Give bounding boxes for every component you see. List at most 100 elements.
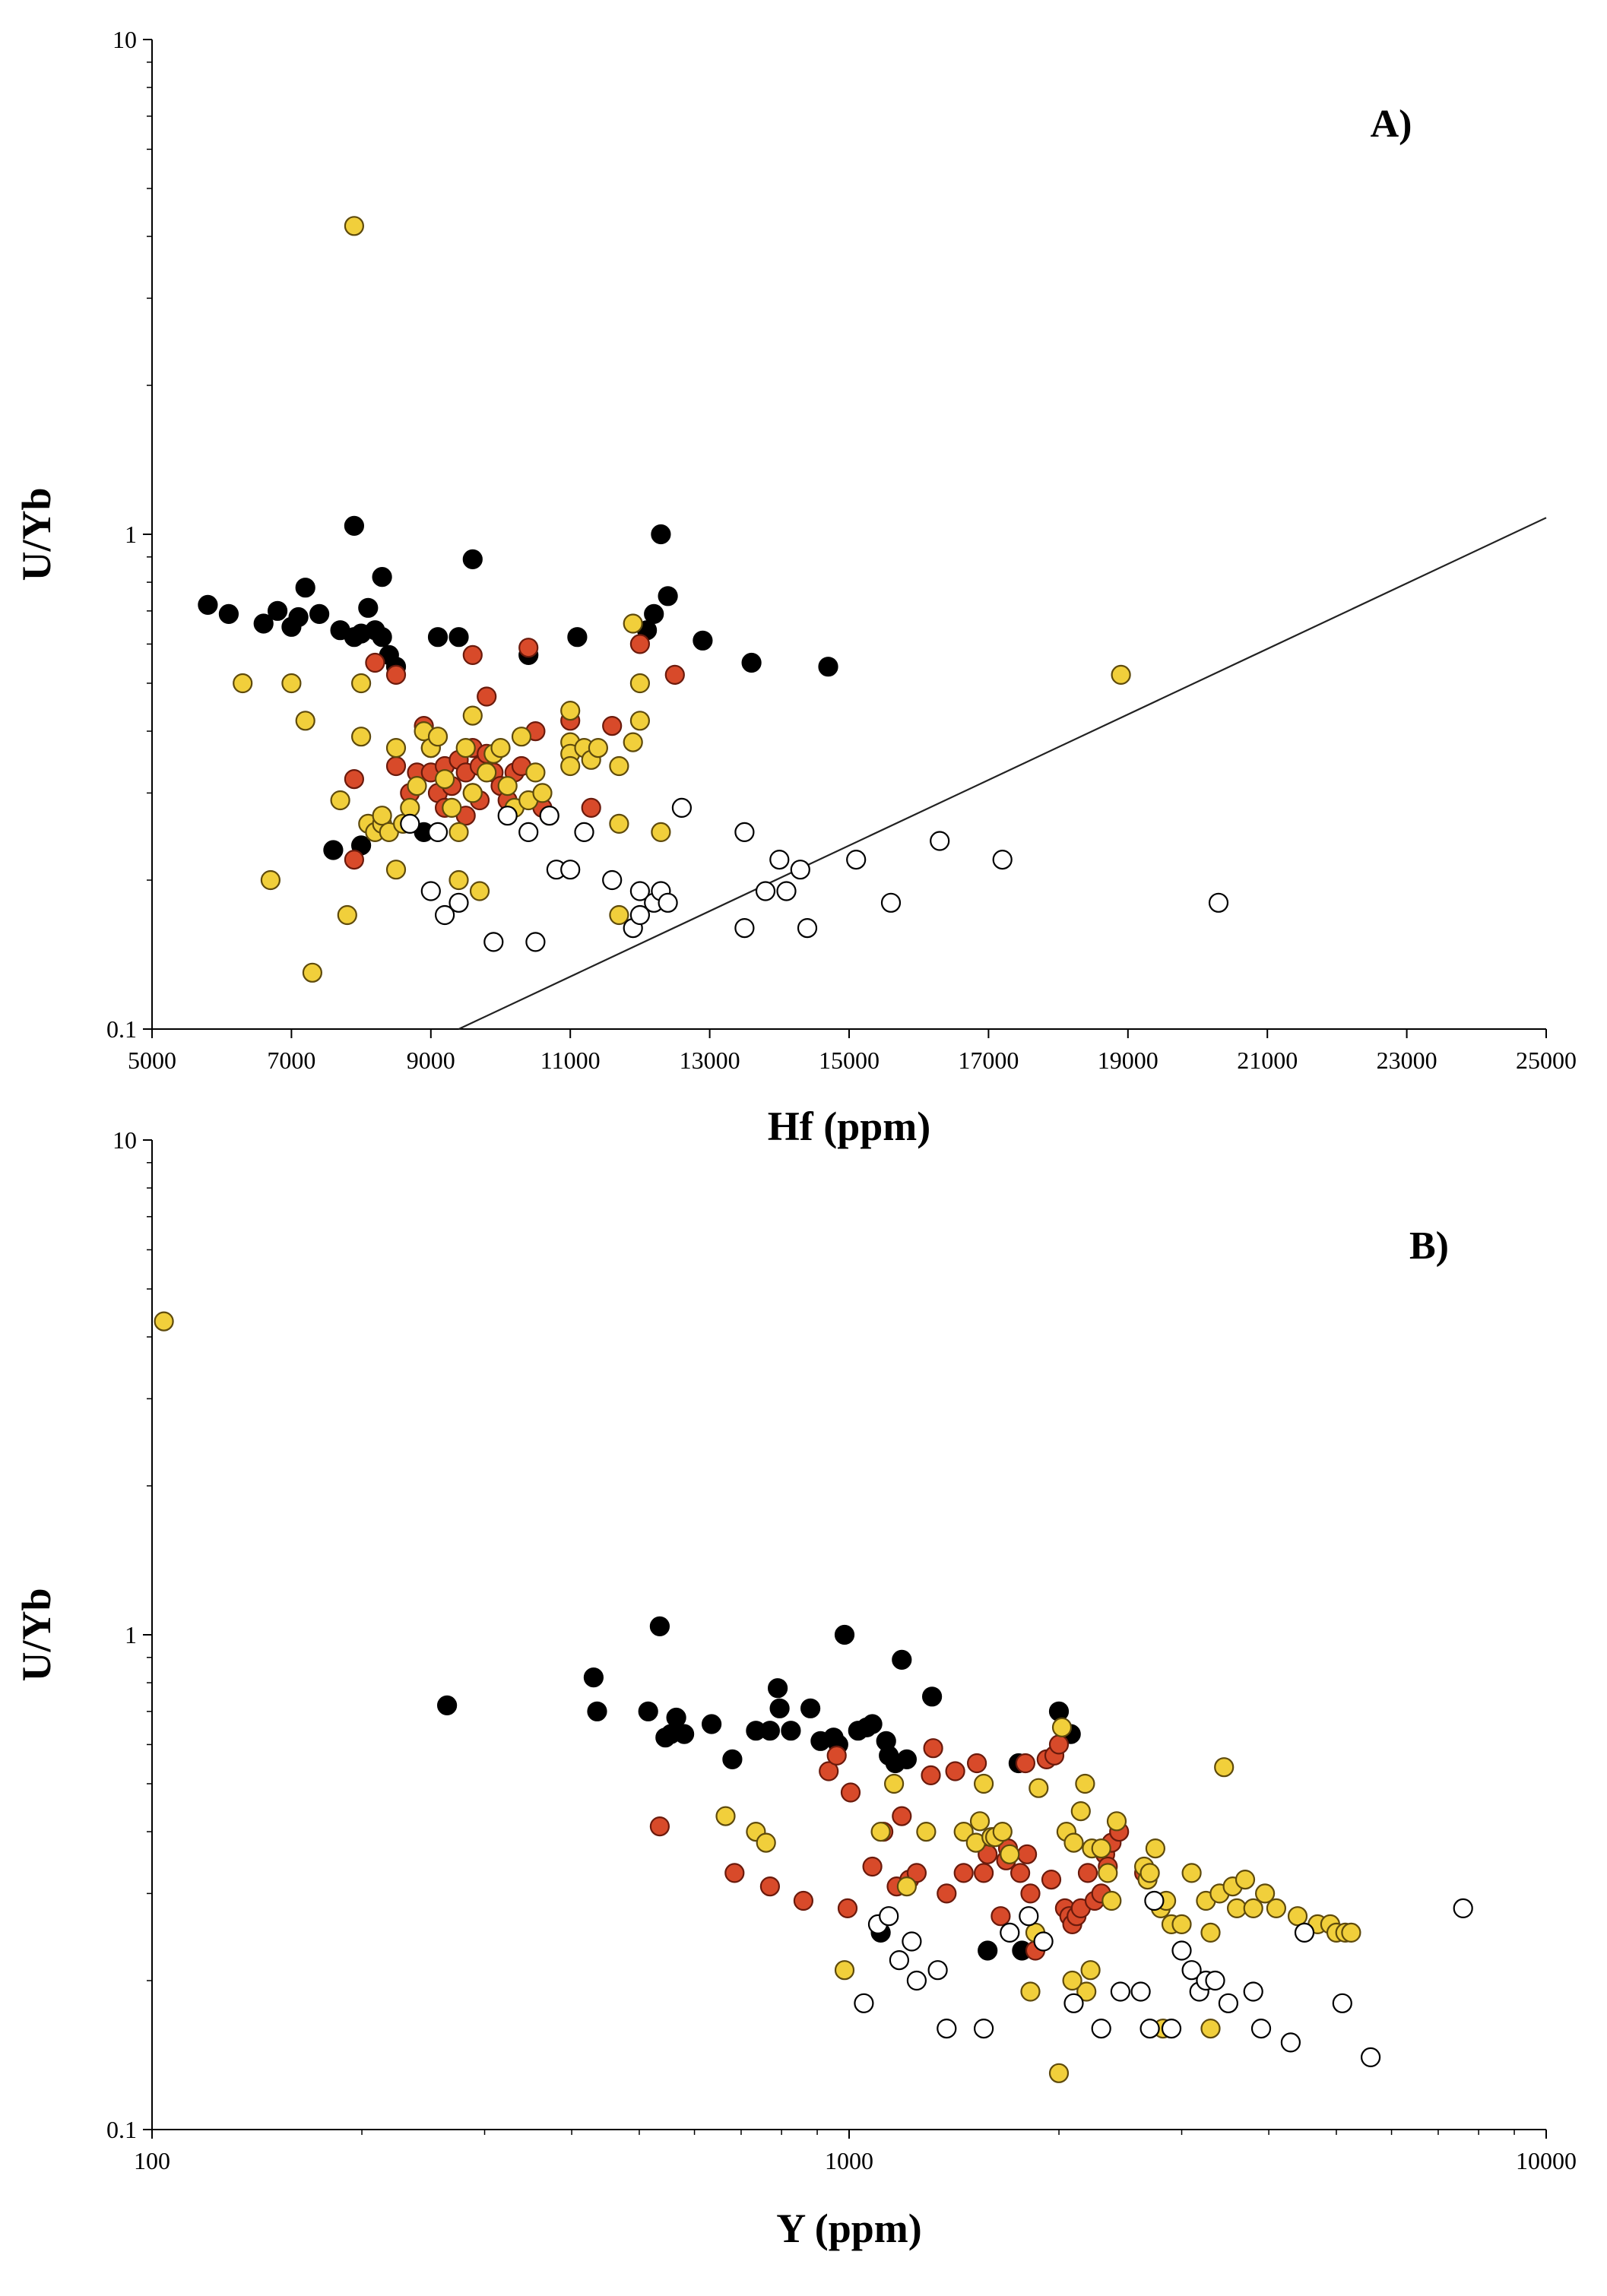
data-point-black (862, 1714, 883, 1734)
data-point-red (1020, 1883, 1041, 1904)
data-point-black (358, 597, 379, 618)
data-point-black (741, 652, 762, 673)
data-point-white (854, 1993, 874, 2013)
data-point-yellow (1020, 1981, 1041, 2002)
data-point-yellow (351, 727, 372, 747)
data-point-red (966, 1753, 987, 1774)
data-point-red (837, 1898, 858, 1918)
data-point-white (449, 892, 469, 913)
data-point-red (991, 1906, 1011, 1927)
data-point-black (567, 627, 588, 648)
x-tick-label: 15000 (819, 1047, 880, 1074)
data-point-red (581, 797, 601, 819)
data-point-yellow (260, 869, 281, 891)
data-point-black (674, 1724, 695, 1744)
data-point-yellow (1139, 1863, 1160, 1883)
data-point-white (400, 813, 420, 834)
data-point-black (693, 630, 713, 651)
data-point-yellow (1243, 1898, 1263, 1918)
panel-a-points (198, 216, 1229, 983)
data-point-white (1000, 1922, 1020, 1943)
y-tick-label: 10 (113, 26, 137, 53)
data-point-white (1218, 1993, 1239, 2013)
data-point-black (587, 1701, 607, 1721)
data-point-yellow (560, 755, 581, 777)
data-point-white (434, 904, 455, 926)
data-point-yellow (490, 737, 511, 758)
data-point-white (1139, 2019, 1160, 2039)
data-point-white (539, 806, 559, 826)
x-tick-label: 23000 (1377, 1047, 1437, 1074)
data-point-white (560, 860, 581, 880)
data-point-yellow (525, 762, 546, 783)
y-tick-label: 0.1 (106, 1015, 137, 1043)
data-point-yellow (337, 904, 357, 926)
data-point-red (1010, 1863, 1031, 1883)
data-point-red (344, 768, 364, 790)
data-point-white (602, 869, 623, 891)
data-point-yellow (1101, 1890, 1122, 1911)
data-point-red (1048, 1734, 1070, 1755)
data-point-white (1208, 892, 1229, 913)
data-point-yellow (1091, 1838, 1111, 1859)
x-tick-label: 17000 (958, 1047, 1019, 1074)
data-point-black (268, 600, 288, 621)
data-point-white (518, 822, 539, 843)
data-point-white (1161, 2019, 1182, 2039)
data-point-red (1015, 1753, 1036, 1774)
data-point-black (658, 586, 678, 606)
data-point-yellow (154, 1311, 174, 1332)
data-point-black (449, 627, 469, 648)
data-point-white (1280, 2032, 1301, 2053)
data-point-white (755, 881, 776, 901)
data-point-yellow (1226, 1898, 1247, 1918)
data-point-yellow (532, 783, 553, 803)
data-point-yellow (969, 1811, 991, 1832)
data-point-yellow (455, 737, 476, 758)
panel-b-x-title: Y (ppm) (776, 2206, 922, 2251)
data-point-yellow (1235, 1870, 1256, 1890)
panel-b: 100 1000 10000 0.1 1 10 B) Y (ppm) U/Yb (14, 1126, 1577, 2251)
data-point-yellow (623, 732, 643, 752)
data-point-red (793, 1890, 814, 1911)
data-point-black (372, 627, 392, 648)
data-point-yellow (1062, 1970, 1082, 1991)
data-point-white (1332, 1993, 1352, 2013)
data-point-red (1041, 1870, 1062, 1890)
data-point-white (889, 1950, 910, 1971)
data-point-yellow (609, 813, 629, 834)
data-point-yellow (372, 806, 392, 826)
y-tick-label: 0.1 (106, 2116, 137, 2143)
data-point-white (1110, 1981, 1131, 2002)
data-point-black (769, 1698, 790, 1718)
panel-b-y-title: U/Yb (14, 1588, 59, 1681)
data-point-yellow (623, 613, 643, 634)
data-point-yellow (1200, 1922, 1221, 1943)
data-point-yellow (916, 1822, 937, 1842)
data-point-red (365, 652, 385, 673)
data-point-yellow (588, 737, 609, 758)
data-point-red (945, 1761, 965, 1781)
data-point-yellow (477, 762, 497, 783)
panel-a-reference-line (458, 517, 1547, 1030)
data-point-yellow (1111, 664, 1131, 686)
data-point-white (1130, 1981, 1151, 2002)
data-point-yellow (629, 711, 651, 731)
data-point-red (629, 634, 651, 654)
data-point-white (427, 822, 449, 843)
data-point-black (583, 1667, 604, 1688)
data-point-black (649, 1616, 670, 1636)
data-point-yellow (609, 904, 629, 926)
data-point-white (497, 806, 518, 826)
data-point-yellow (385, 737, 407, 758)
data-point-yellow (953, 1822, 974, 1842)
data-point-red (518, 638, 539, 658)
x-tick-label: 5000 (128, 1047, 176, 1074)
data-point-white (1033, 1931, 1054, 1952)
data-point-yellow (281, 673, 302, 694)
data-point-yellow (1076, 1981, 1097, 2002)
data-point-white (973, 2019, 994, 2039)
data-point-red (664, 664, 685, 686)
data-point-red (724, 1863, 745, 1883)
data-point-white (1243, 1981, 1263, 2002)
